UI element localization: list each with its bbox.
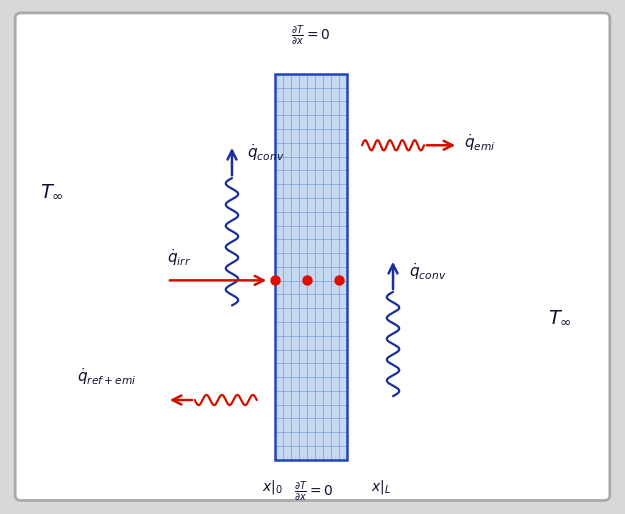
Text: $T_{\infty}$: $T_{\infty}$ [41, 181, 64, 200]
Bar [276, 74, 347, 460]
Text: $\dot{q}_{conv}$: $\dot{q}_{conv}$ [248, 142, 285, 163]
Bar [276, 74, 347, 460]
Text: $x|_L$: $x|_L$ [371, 478, 392, 495]
Text: $\frac{\partial T}{\partial x} = 0$: $\frac{\partial T}{\partial x} = 0$ [294, 480, 334, 505]
Text: $\dot{q}_{irr}$: $\dot{q}_{irr}$ [167, 247, 191, 268]
Text: $\dot{q}_{emi}$: $\dot{q}_{emi}$ [464, 132, 496, 153]
Text: $x|_0$: $x|_0$ [262, 478, 282, 495]
Text: $\dot{q}_{conv}$: $\dot{q}_{conv}$ [409, 261, 446, 282]
Text: $\frac{\partial T}{\partial x} = 0$: $\frac{\partial T}{\partial x} = 0$ [291, 24, 331, 48]
Text: $\dot{q}_{ref+emi}$: $\dot{q}_{ref+emi}$ [77, 366, 137, 388]
Text: $T_{\infty}$: $T_{\infty}$ [548, 308, 572, 327]
FancyBboxPatch shape [15, 13, 610, 501]
